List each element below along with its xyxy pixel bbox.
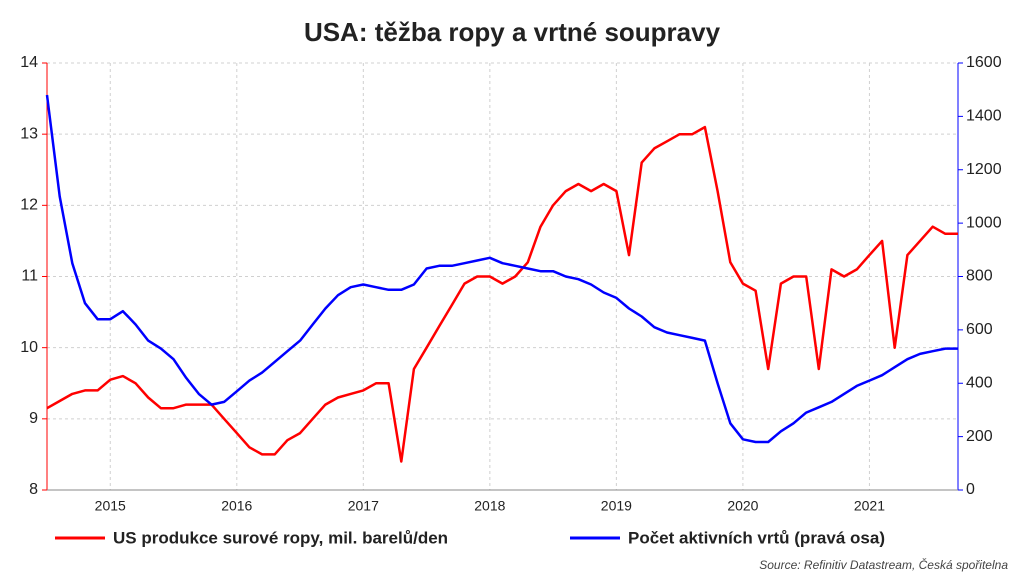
x-tick-label: 2015 <box>95 498 126 514</box>
y2-tick-label: 800 <box>966 268 993 285</box>
y-tick-label: 14 <box>20 54 38 71</box>
y2-tick-label: 1600 <box>966 54 1002 71</box>
x-tick-label: 2021 <box>854 498 885 514</box>
x-tick-label: 2016 <box>221 498 252 514</box>
source-note: Source: Refinitiv Datastream, Česká spoř… <box>759 557 1008 572</box>
x-tick-label: 2018 <box>474 498 505 514</box>
legend-label: Počet aktivních vrtů (pravá osa) <box>628 528 885 547</box>
y2-tick-label: 0 <box>966 481 975 498</box>
series-line <box>46 125 958 463</box>
y2-tick-label: 200 <box>966 428 993 445</box>
y2-tick-label: 1000 <box>966 214 1002 231</box>
y2-tick-label: 400 <box>966 374 993 391</box>
y-tick-label: 10 <box>20 339 38 356</box>
legend-label: US produkce surové ropy, mil. barelů/den <box>113 528 448 547</box>
series-line <box>45 94 958 444</box>
y2-tick-label: 1400 <box>966 108 1002 125</box>
y-tick-label: 8 <box>29 481 38 498</box>
x-tick-label: 2017 <box>348 498 379 514</box>
y-tick-label: 9 <box>29 410 38 427</box>
x-tick-label: 2019 <box>601 498 632 514</box>
y-tick-label: 13 <box>20 125 38 142</box>
x-tick-label: 2020 <box>727 498 758 514</box>
chart-title: USA: těžba ropy a vrtné soupravy <box>304 17 721 47</box>
y2-tick-label: 600 <box>966 321 993 338</box>
y-tick-label: 12 <box>20 197 38 214</box>
y-tick-label: 11 <box>21 268 38 285</box>
y2-tick-label: 1200 <box>966 161 1002 178</box>
